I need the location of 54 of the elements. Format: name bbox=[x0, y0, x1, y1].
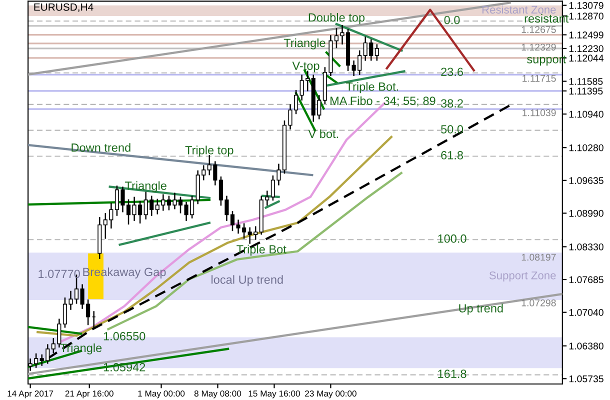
annotation: Triple top bbox=[185, 146, 234, 157]
y-tick-label: 1.13079 bbox=[569, 2, 604, 9]
ref-line-label: 1.12675 bbox=[522, 26, 556, 33]
y-tick-label: 1.05735 bbox=[569, 375, 604, 382]
x-tick-label: 1 May 00:00 bbox=[138, 390, 185, 398]
chart-title: EURUSD,H4 bbox=[34, 3, 94, 12]
annotation: Down trend bbox=[72, 143, 130, 152]
candlestick bbox=[374, 44, 379, 61]
annotation: 1.07770 bbox=[38, 270, 80, 278]
annotation: MA Fibo - 34; 55; 89 bbox=[330, 96, 436, 106]
y-tick-label: 1.09635 bbox=[569, 177, 604, 184]
y-tick-label: 1.10940 bbox=[569, 110, 604, 118]
ref-line-label: 1.11715 bbox=[522, 75, 556, 82]
y-tick-label: 1.11585 bbox=[569, 78, 603, 85]
x-tick-label: 21 Apr 16:00 bbox=[65, 390, 114, 398]
annotation: Triple Bot bbox=[236, 244, 286, 256]
annotation: 1.05942 bbox=[104, 363, 146, 372]
ref-line-label: 1.07298 bbox=[522, 299, 556, 306]
ref-line-label: 1.08197 bbox=[522, 254, 556, 261]
band-label: Support Zone bbox=[489, 271, 556, 282]
y-tick-label: 1.12044 bbox=[569, 54, 604, 62]
annotation: 100.0 bbox=[438, 234, 466, 243]
y-tick-label: 1.07040 bbox=[569, 309, 604, 316]
annotation: Triangle bbox=[284, 38, 326, 50]
annotation: 61.8 bbox=[441, 151, 463, 160]
annotation: local Up trend bbox=[212, 275, 283, 286]
y-tick-label: 1.08990 bbox=[569, 210, 604, 217]
y-tick-label: 1.07685 bbox=[569, 276, 604, 284]
y-tick-label: 1.06380 bbox=[569, 342, 604, 350]
ref-line-label: 1.12329 bbox=[522, 44, 556, 51]
y-tick-label: 1.11395 bbox=[569, 88, 603, 95]
y-tick-label: 1.08330 bbox=[569, 243, 604, 250]
annotation: V-top bbox=[292, 62, 320, 72]
annotation: Triple Bot. bbox=[346, 82, 398, 94]
y-tick-label: 1.12230 bbox=[569, 45, 604, 52]
annotation: 0.0 bbox=[444, 16, 460, 24]
x-tick-label: 23 May 00:00 bbox=[305, 390, 356, 398]
annotation: 38.2 bbox=[440, 99, 463, 108]
annotation: Triangle bbox=[125, 181, 166, 192]
annotation: Double top bbox=[308, 12, 365, 24]
annotation: 50.0 bbox=[441, 125, 464, 134]
annotation: Up trend bbox=[459, 304, 503, 315]
x-tick-label: 8 May 08:00 bbox=[194, 390, 242, 398]
ref-line-label: 1.11039 bbox=[522, 109, 556, 116]
band-label: Resistant Zone bbox=[482, 5, 556, 14]
annotation: 161.8 bbox=[438, 370, 466, 378]
annotation: 23.6 bbox=[441, 68, 463, 76]
y-tick-label: 1.12499 bbox=[569, 32, 604, 38]
y-tick-label: 1.10280 bbox=[569, 144, 604, 152]
x-tick-label: 14 Apr 2017 bbox=[8, 390, 54, 398]
y-tick-label: 1.12870 bbox=[569, 12, 604, 20]
x-tick-label: 15 May 16:00 bbox=[248, 390, 300, 398]
annotation: V bot. bbox=[308, 129, 338, 138]
annotation: 1.06550 bbox=[104, 332, 146, 340]
